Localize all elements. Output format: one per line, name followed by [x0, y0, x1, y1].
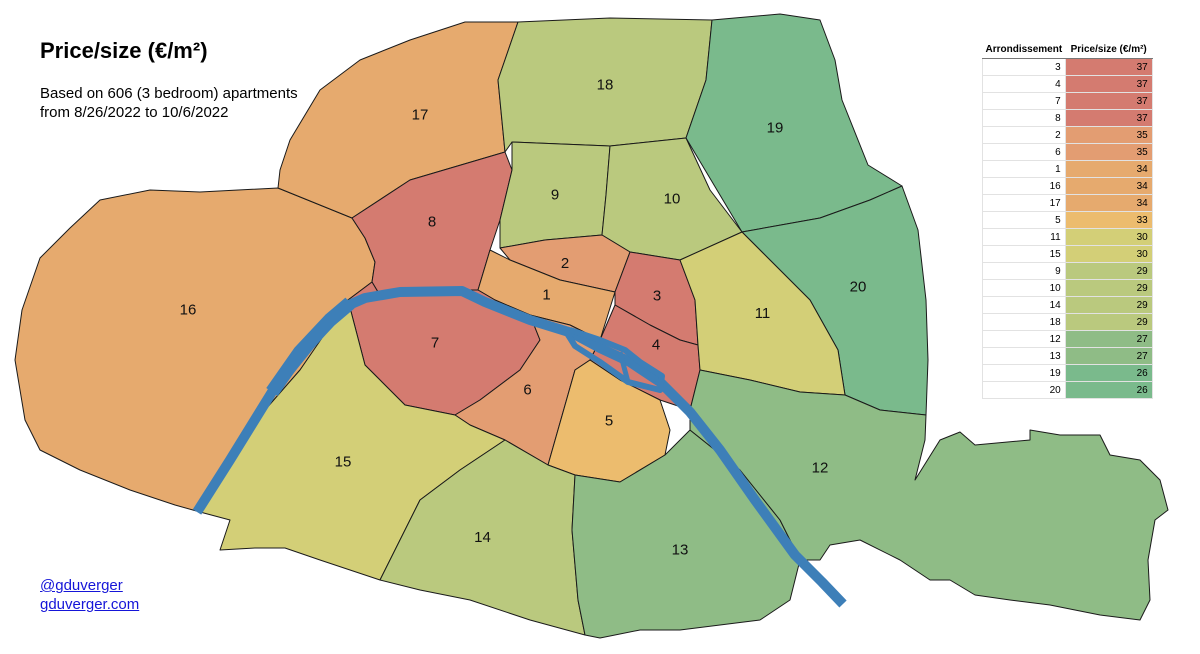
- legend-arrondissement-cell: 17: [982, 194, 1066, 212]
- legend-price-cell: 26: [1064, 381, 1153, 399]
- legend-price-cell: 27: [1064, 330, 1153, 348]
- legend-row: 3 37: [982, 58, 1153, 76]
- legend-arrondissement-cell: 4: [982, 75, 1066, 93]
- legend-header-row: Arrondissement Price/size (€/m²): [982, 40, 1153, 59]
- legend-price-cell: 37: [1064, 109, 1153, 127]
- legend-price-cell: 37: [1064, 75, 1153, 93]
- legend-arrondissement-cell: 13: [982, 347, 1066, 365]
- price-legend-table: Arrondissement Price/size (€/m²) 3 37 4 37 7…: [982, 40, 1153, 399]
- legend-row: 16 34: [982, 177, 1153, 195]
- legend-price-cell: 37: [1064, 58, 1153, 76]
- arrondissement-label-11: 11: [755, 305, 771, 322]
- arrondissement-label-12: 12: [812, 460, 829, 477]
- legend-arrondissement-cell: 3: [982, 58, 1066, 76]
- legend-arrondissement-cell: 5: [982, 211, 1066, 229]
- legend-row: 18 29: [982, 313, 1153, 331]
- website-link[interactable]: gduverger.com: [40, 596, 140, 613]
- arrondissement-label-2: 2: [561, 255, 569, 272]
- legend-row: 5 33: [982, 211, 1153, 229]
- legend-row: 14 29: [982, 296, 1153, 314]
- map-title: Price/size (€/m²): [40, 38, 208, 63]
- legend-row: 17 34: [982, 194, 1153, 212]
- legend-price-cell: 30: [1064, 245, 1153, 263]
- arrondissement-label-15: 15: [335, 454, 352, 471]
- legend-price-cell: 34: [1064, 160, 1153, 178]
- arrondissement-label-17: 17: [412, 107, 429, 124]
- legend-arrondissement-cell: 12: [982, 330, 1066, 348]
- legend-row: 13 27: [982, 347, 1153, 365]
- legend-price-cell: 33: [1064, 211, 1153, 229]
- seine-river-island-channel: [617, 351, 631, 383]
- legend-price-cell: 34: [1064, 177, 1153, 195]
- seine-river-west-bank: [266, 297, 355, 397]
- seine-river-islands: [562, 327, 665, 393]
- legend-row: 6 35: [982, 143, 1153, 161]
- arrondissement-label-5: 5: [605, 413, 613, 430]
- map-subtitle: Based on 606 (3 bedroom) apartments from…: [40, 84, 298, 122]
- legend-arrondissement-cell: 19: [982, 364, 1066, 382]
- legend-arrondissement-cell: 20: [982, 381, 1066, 399]
- arrondissement-label-19: 19: [767, 120, 784, 137]
- subtitle-line-2: from 8/26/2022 to 10/6/2022: [40, 104, 229, 121]
- arrondissement-label-14: 14: [474, 529, 491, 546]
- legend-row: 9 29: [982, 262, 1153, 280]
- arrondissement-label-1: 1: [542, 287, 550, 304]
- legend-arrondissement-cell: 11: [982, 228, 1066, 246]
- arrondissement-label-3: 3: [653, 288, 661, 305]
- arrondissement-label-7: 7: [431, 335, 439, 352]
- arrondissement-label-13: 13: [672, 542, 689, 559]
- legend-arrondissement-cell: 8: [982, 109, 1066, 127]
- subtitle-line-1: Based on 606 (3 bedroom) apartments: [40, 85, 298, 102]
- arrondissement-label-18: 18: [597, 77, 614, 94]
- arrondissement-label-4: 4: [652, 337, 660, 354]
- twitter-handle-link[interactable]: @gduverger: [40, 577, 123, 594]
- legend-row: 7 37: [982, 92, 1153, 110]
- legend-arrondissement-cell: 16: [982, 177, 1066, 195]
- legend-arrondissement-cell: 10: [982, 279, 1066, 297]
- arrondissement-label-10: 10: [664, 191, 681, 208]
- arrondissement-label-9: 9: [551, 187, 559, 204]
- legend-arrondissement-cell: 7: [982, 92, 1066, 110]
- legend-price-cell: 34: [1064, 194, 1153, 212]
- legend-price-cell: 29: [1064, 296, 1153, 314]
- legend-arrondissement-cell: 6: [982, 143, 1066, 161]
- legend-row: 20 26: [982, 381, 1153, 399]
- arrondissement-label-8: 8: [428, 214, 436, 231]
- legend-row: 11 30: [982, 228, 1153, 246]
- legend-price-cell: 30: [1064, 228, 1153, 246]
- legend-row: 12 27: [982, 330, 1153, 348]
- legend-price-cell: 27: [1064, 347, 1153, 365]
- seine-river: [192, 286, 847, 608]
- arrondissement-label-6: 6: [523, 382, 531, 399]
- legend-header-price: Price/size (€/m²): [1065, 40, 1153, 59]
- arrondissement-label-20: 20: [850, 279, 867, 296]
- legend-arrondissement-cell: 2: [982, 126, 1066, 144]
- legend-row: 8 37: [982, 109, 1153, 127]
- legend-arrondissement-cell: 14: [982, 296, 1066, 314]
- arrondissement-12: [689, 369, 1169, 621]
- legend-price-cell: 29: [1064, 262, 1153, 280]
- legend-price-cell: 37: [1064, 92, 1153, 110]
- legend-row: 19 26: [982, 364, 1153, 382]
- legend-price-cell: 35: [1064, 126, 1153, 144]
- legend-row: 4 37: [982, 75, 1153, 93]
- legend-row: 15 30: [982, 245, 1153, 263]
- legend-row: 2 35: [982, 126, 1153, 144]
- legend-arrondissement-cell: 15: [982, 245, 1066, 263]
- arrondissement-label-16: 16: [180, 302, 197, 319]
- legend-arrondissement-cell: 9: [982, 262, 1066, 280]
- legend-row: 10 29: [982, 279, 1153, 297]
- legend-price-cell: 26: [1064, 364, 1153, 382]
- legend-price-cell: 29: [1064, 279, 1153, 297]
- arrondissement-19: [685, 13, 903, 233]
- legend-price-cell: 35: [1064, 143, 1153, 161]
- legend-arrondissement-cell: 1: [982, 160, 1066, 178]
- author-links: @gduverger gduverger.com: [40, 576, 139, 614]
- legend-row: 1 34: [982, 160, 1153, 178]
- legend-header-arrondissement: Arrondissement: [982, 40, 1066, 59]
- legend-arrondissement-cell: 18: [982, 313, 1066, 331]
- legend-price-cell: 29: [1064, 313, 1153, 331]
